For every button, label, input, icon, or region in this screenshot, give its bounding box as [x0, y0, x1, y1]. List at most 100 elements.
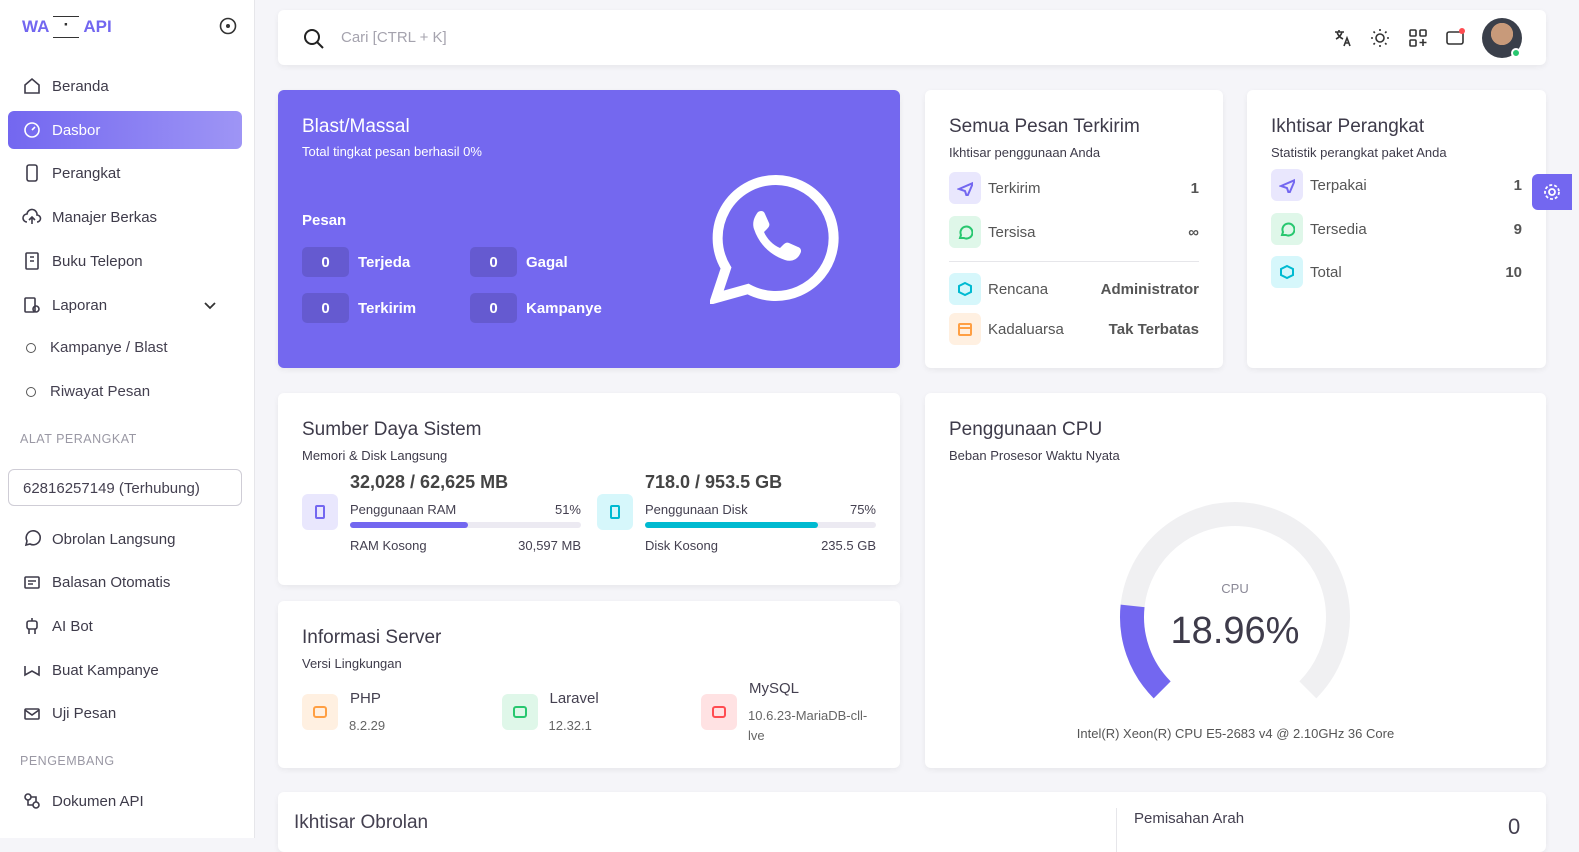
resource-free: 235.5 GB: [821, 538, 876, 553]
submenu-item[interactable]: Riwayat Pesan: [26, 383, 150, 400]
resource-percent: 51%: [554, 502, 581, 517]
card-title: Sumber Daya Sistem: [302, 419, 482, 440]
resource-free-label: RAM Kosong: [350, 538, 427, 553]
menu-item[interactable]: Uji Pesan: [8, 695, 242, 733]
menu-label: Laporan: [52, 296, 108, 314]
section-title: Pemisahan Arah: [1134, 810, 1245, 827]
theme-icon[interactable]: [1370, 28, 1390, 48]
menu-label: Balasan Otomatis: [52, 574, 171, 592]
section-heading: Pesan: [302, 212, 347, 229]
direction-value: 0: [1508, 814, 1521, 839]
row-value: 10: [1505, 264, 1522, 281]
server-icon: [701, 694, 737, 730]
section-label: PENGEMBANG: [20, 754, 115, 768]
menu-item[interactable]: Balasan Otomatis: [8, 564, 242, 602]
menu-item[interactable]: Dasbor: [8, 111, 242, 149]
menu-item[interactable]: Dokumen API: [8, 782, 242, 820]
apps-icon[interactable]: [1408, 28, 1428, 48]
stat-label: Kampanye: [526, 300, 602, 317]
menu-label: Dokumen API: [52, 792, 144, 810]
card-title: Penggunaan CPU: [949, 419, 1103, 440]
gauge-fill: [1120, 604, 1171, 699]
blast-card: Blast/Massal Total tingkat pesan berhasi…: [278, 90, 900, 368]
resource-label: Penggunaan Disk: [645, 502, 748, 517]
menu-label: AI Bot: [52, 617, 93, 635]
messages-card: Semua Pesan Terkirim Ikhtisar penggunaan…: [925, 90, 1223, 368]
menu-item[interactable]: Laporan: [8, 286, 242, 324]
menu-item[interactable]: Buat Kampanye: [8, 651, 242, 689]
notification-icon[interactable]: [1445, 26, 1467, 48]
progress-fill: [645, 522, 819, 528]
stat-label: Terkirim: [358, 300, 417, 317]
server-version: 10.6.23-MariaDB-cll-lve: [748, 708, 868, 743]
sidebar: WA · API Beranda Dasbor Perangkat Manajer B…: [0, 0, 255, 838]
server-card: Informasi Server Versi Lingkungan PHP 8.2…: [278, 601, 900, 768]
row-value: Administrator: [1100, 281, 1199, 298]
menu-item[interactable]: Buku Telepon: [8, 242, 242, 280]
resource-percent: 75%: [849, 502, 876, 517]
card-subtitle: Beban Prosesor Waktu Nyata: [949, 448, 1120, 463]
row-icon: [949, 172, 981, 204]
resource-icon: [302, 494, 338, 530]
logo-text: WA: [22, 17, 50, 36]
row-value: 9: [1513, 221, 1522, 238]
whatsapp-logo: [710, 174, 839, 304]
row-icon: [949, 273, 981, 305]
progress-track: [350, 522, 581, 528]
menu-label: Perangkat: [52, 164, 121, 182]
card-title: Semua Pesan Terkirim: [949, 116, 1140, 137]
card-title: Informasi Server: [302, 627, 442, 648]
menu-label: Kampanye / Blast: [50, 339, 168, 356]
menu-item[interactable]: Perangkat: [8, 154, 242, 192]
card-subtitle: Versi Lingkungan: [302, 656, 402, 671]
menu-item[interactable]: Beranda: [8, 67, 242, 105]
server-name: Laravel: [549, 690, 599, 707]
chevron: [204, 302, 216, 310]
row-label: Total: [1310, 264, 1342, 281]
menu-label: Riwayat Pesan: [50, 383, 151, 400]
stat-value: 0: [302, 247, 349, 277]
progress-track: [645, 522, 876, 528]
logo-mark: ·: [53, 16, 80, 38]
menu-label: Buat Kampanye: [52, 661, 159, 679]
row-label: Terpakai: [1310, 177, 1367, 194]
collapse-toggle[interactable]: [219, 17, 237, 35]
row-label: Tersisa: [988, 224, 1036, 241]
menu-label: Buku Telepon: [52, 252, 143, 270]
logo[interactable]: WA · API: [22, 16, 112, 38]
row-value: 1: [1190, 180, 1199, 197]
language-icon[interactable]: [1333, 28, 1353, 48]
menu-label: Manajer Berkas: [52, 208, 158, 226]
row-icon: [1271, 256, 1303, 288]
server-icon: [501, 694, 538, 730]
row-value: ∞: [1188, 224, 1199, 241]
server-version: 8.2.29: [349, 718, 386, 733]
card-title: Ikhtisar Obrolan: [294, 812, 429, 833]
logo-text: API: [83, 17, 112, 36]
resource-label: Penggunaan RAM: [350, 502, 457, 517]
card-subtitle: Total tingkat pesan berhasil 0%: [302, 144, 482, 159]
row-label: Kadaluarsa: [988, 321, 1064, 338]
search-input[interactable]: Cari [CTRL + K]: [341, 29, 447, 46]
cpu-card: Penggunaan CPU Beban Prosesor Waktu Nyat…: [925, 393, 1546, 768]
card-title: Blast/Massal: [302, 116, 410, 137]
device-select[interactable]: 62816257149 (Terhubung): [8, 469, 242, 506]
card-subtitle: Statistik perangkat paket Anda: [1271, 145, 1447, 160]
card-subtitle: Ikhtisar penggunaan Anda: [949, 145, 1101, 160]
settings-tab[interactable]: [1532, 174, 1572, 210]
server-name: PHP: [350, 690, 381, 707]
row-value: Tak Terbatas: [1108, 321, 1199, 338]
menu-label: Uji Pesan: [52, 705, 117, 723]
search-icon[interactable]: [303, 28, 325, 50]
devices-card: Ikhtisar Perangkat Statistik perangkat p…: [1247, 90, 1546, 368]
menu-item[interactable]: Obrolan Langsung: [8, 520, 242, 558]
menu-item[interactable]: Manajer Berkas: [8, 198, 242, 236]
row-icon: [1271, 169, 1303, 201]
menu-item[interactable]: AI Bot: [8, 607, 242, 645]
row-icon: [949, 216, 981, 248]
row-label: Rencana: [988, 281, 1049, 298]
submenu-item[interactable]: Kampanye / Blast: [26, 339, 168, 356]
stat-value: 0: [470, 293, 517, 323]
resource-total: 718.0 / 953.5 GB: [645, 472, 783, 492]
card-title: Ikhtisar Perangkat: [1271, 116, 1425, 137]
